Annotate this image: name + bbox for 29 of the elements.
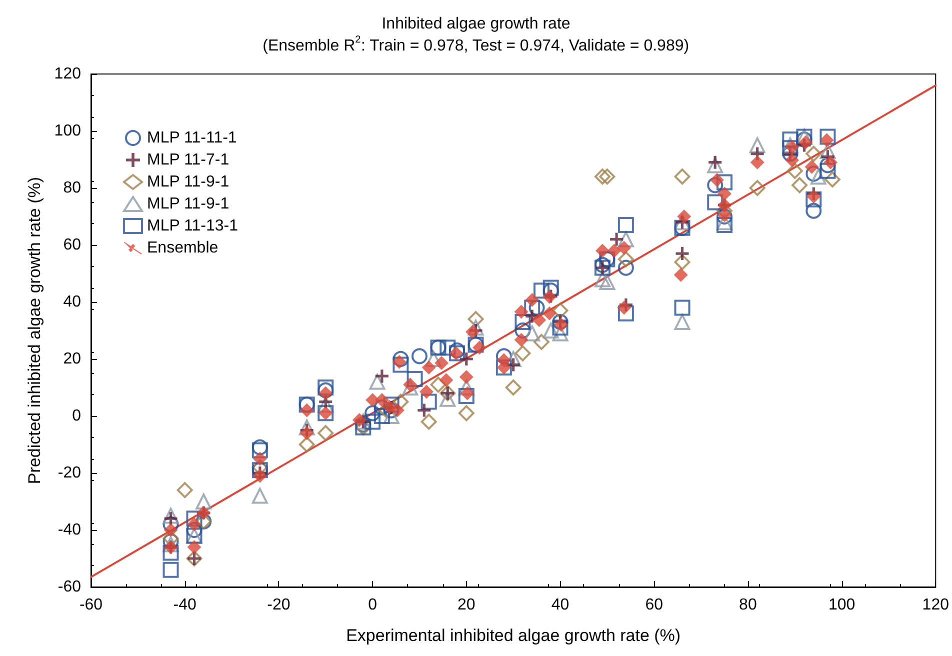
y-tick-label: -20: [58, 464, 82, 482]
legend-label: Ensemble: [147, 240, 218, 256]
x-tick-label: 0: [368, 596, 378, 614]
chart-title: Inhibited algae growth rate: [382, 16, 570, 32]
y-tick-label: 120: [54, 66, 82, 82]
legend-label: MLP 11-11-1: [147, 130, 237, 146]
x-tick-label: -40: [173, 596, 197, 614]
y-tick-label: 100: [54, 122, 82, 140]
y-tick-label: -60: [58, 578, 82, 596]
legend-label: MLP 11-7-1: [147, 152, 230, 168]
y-tick-label: 40: [63, 294, 82, 310]
x-tick-label: 120: [922, 596, 950, 614]
legend-label: MLP 11-13-1: [147, 218, 238, 234]
y-tick-label: 20: [63, 350, 82, 368]
x-tick-label: -60: [79, 596, 103, 614]
legend-label: MLP 11-9-1: [147, 174, 230, 190]
x-tick-label: 80: [739, 596, 757, 614]
y-tick-label: -40: [58, 522, 82, 538]
y-axis-title: Predicted inhibited algae growth rate (%): [25, 176, 44, 484]
x-tick-label: -20: [267, 596, 290, 614]
y-tick-label: 0: [72, 408, 82, 424]
x-axis-title: Experimental inhibited algae growth rate (%): [346, 626, 681, 645]
x-tick-label: 60: [645, 596, 664, 614]
x-tick-label: 100: [828, 596, 856, 614]
x-tick-label: 20: [458, 596, 476, 614]
y-tick-label: 80: [63, 180, 82, 196]
legend-label: MLP 11-9-1: [147, 196, 230, 212]
x-tick-label: 40: [551, 596, 570, 614]
y-tick-label: 60: [63, 236, 82, 254]
